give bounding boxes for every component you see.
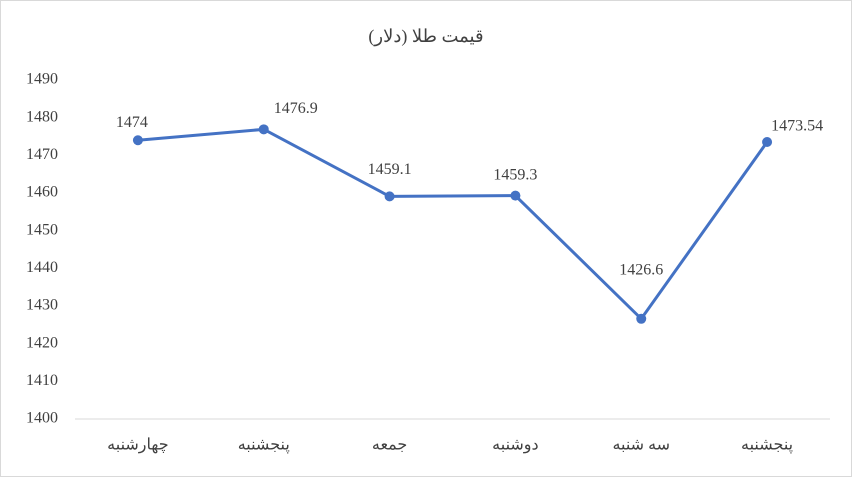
y-tick-label: 1450 <box>26 221 58 238</box>
y-tick-label: 1420 <box>26 334 58 351</box>
data-point <box>510 190 521 201</box>
chart-title: قیمت طلا (دلار) <box>368 26 483 47</box>
data-point <box>762 136 773 147</box>
y-tick-label: 1430 <box>26 297 58 314</box>
data-label: 1473.54 <box>771 118 823 135</box>
x-tick-label: پنجشنبه <box>238 437 290 454</box>
data-point <box>636 313 647 324</box>
data-point <box>258 124 269 135</box>
data-label: 1474 <box>116 114 148 131</box>
x-tick-label: دوشنبه <box>492 437 539 454</box>
y-tick-label: 1490 <box>26 71 58 88</box>
data-label: 1459.3 <box>493 166 537 183</box>
y-tick-label: 1410 <box>26 372 58 389</box>
x-tick-label: پنجشنبه <box>741 437 793 454</box>
y-tick-label: 1400 <box>26 410 58 427</box>
data-point <box>132 135 143 146</box>
x-tick-label: چهارشنبه <box>107 437 169 454</box>
y-tick-label: 1480 <box>26 108 58 125</box>
y-tick-label: 1440 <box>26 259 58 276</box>
data-label: 1459.1 <box>368 161 412 178</box>
data-label: 1476.9 <box>274 100 318 117</box>
data-point <box>384 191 395 202</box>
data-label: 1426.6 <box>619 261 663 278</box>
y-tick-label: 1460 <box>26 184 58 201</box>
x-tick-label: جمعه <box>372 437 407 454</box>
data-line <box>137 127 769 321</box>
y-tick-label: 1470 <box>26 146 58 163</box>
x-tick-label: سه شنبه <box>612 437 670 454</box>
